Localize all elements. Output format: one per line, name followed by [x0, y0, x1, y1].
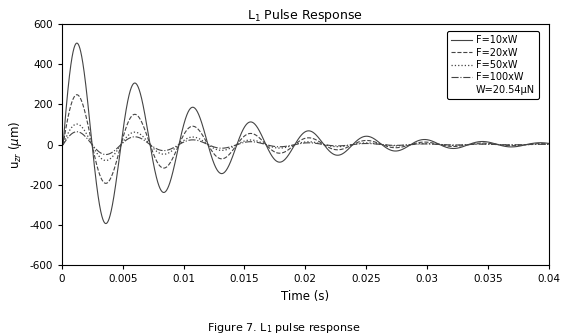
Text: Figure 7. L$_1$ pulse response: Figure 7. L$_1$ pulse response	[207, 321, 360, 333]
X-axis label: Time (s): Time (s)	[281, 290, 329, 303]
Title: L$_1$ Pulse Response: L$_1$ Pulse Response	[247, 7, 363, 24]
Legend: F=10xW, F=20xW, F=50xW, F=100xW, W=20.54μN: F=10xW, F=20xW, F=50xW, F=100xW, W=20.54…	[447, 31, 539, 99]
Y-axis label: u$_{zr}$ ($\mu$m): u$_{zr}$ ($\mu$m)	[7, 120, 24, 169]
